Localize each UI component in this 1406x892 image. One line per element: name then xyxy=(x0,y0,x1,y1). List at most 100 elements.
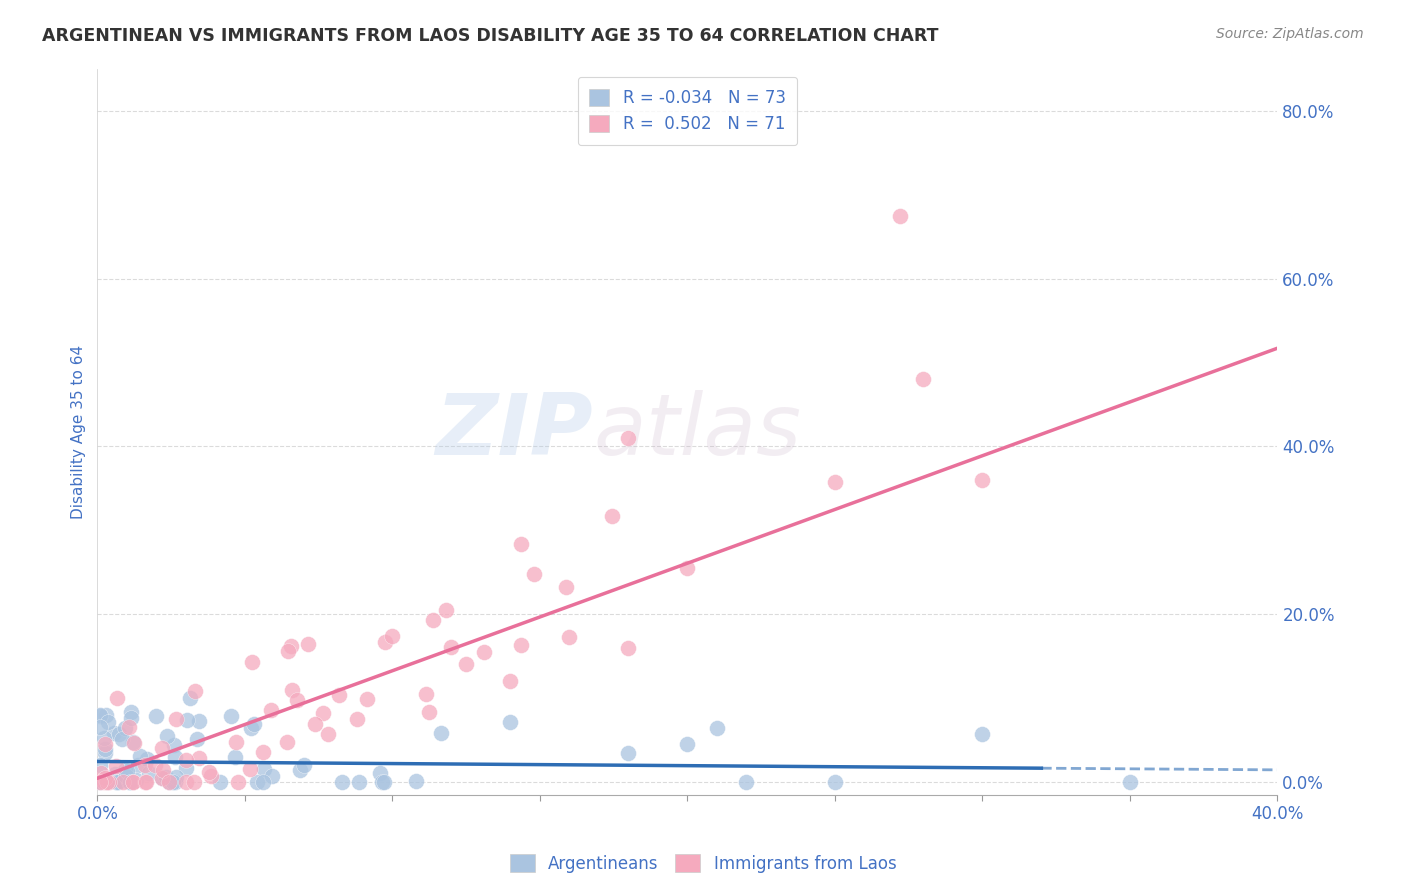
Point xyxy=(120,711,142,725)
Point xyxy=(156,730,179,744)
Point xyxy=(260,769,283,783)
Point xyxy=(824,775,846,789)
Legend: R = -0.034   N = 73, R =  0.502   N = 71: R = -0.034 N = 73, R = 0.502 N = 71 xyxy=(578,77,797,145)
Point xyxy=(368,766,391,780)
Point xyxy=(374,635,396,649)
Legend: Argentineans, Immigrants from Laos: Argentineans, Immigrants from Laos xyxy=(503,847,903,880)
Point xyxy=(499,715,522,730)
Point xyxy=(105,775,128,789)
Point xyxy=(174,761,197,775)
Point xyxy=(176,713,198,727)
Point xyxy=(120,775,142,789)
Point xyxy=(415,687,437,701)
Point xyxy=(105,691,128,706)
Point xyxy=(198,764,221,779)
Point xyxy=(558,631,581,645)
Point xyxy=(472,645,495,659)
Point xyxy=(243,717,266,731)
Point xyxy=(617,746,640,760)
Point xyxy=(115,764,138,778)
Point xyxy=(456,657,478,671)
Text: ZIP: ZIP xyxy=(436,391,593,474)
Point xyxy=(176,753,198,767)
Point xyxy=(617,640,640,655)
Point xyxy=(440,640,463,655)
Point xyxy=(97,715,120,730)
Point xyxy=(292,757,315,772)
Point xyxy=(381,628,404,642)
Point xyxy=(277,644,299,658)
Point xyxy=(555,580,578,594)
Point xyxy=(96,775,118,789)
Point xyxy=(889,209,911,223)
Point xyxy=(134,758,156,772)
Point xyxy=(183,775,205,789)
Point xyxy=(183,684,205,698)
Point xyxy=(98,775,121,789)
Point xyxy=(676,561,699,575)
Point xyxy=(111,731,134,746)
Point xyxy=(89,775,111,789)
Point xyxy=(125,772,148,787)
Point xyxy=(162,775,184,789)
Point xyxy=(138,765,160,780)
Point xyxy=(120,706,142,720)
Point xyxy=(224,750,246,764)
Point xyxy=(297,636,319,650)
Point xyxy=(226,775,249,789)
Point xyxy=(107,775,129,789)
Point xyxy=(252,745,274,759)
Point xyxy=(347,775,370,789)
Point xyxy=(150,741,173,756)
Point xyxy=(163,775,186,789)
Point xyxy=(90,766,112,780)
Point xyxy=(239,721,262,735)
Point xyxy=(108,727,131,741)
Point xyxy=(135,775,157,789)
Point xyxy=(422,613,444,627)
Point xyxy=(316,727,339,741)
Point xyxy=(312,706,335,720)
Point xyxy=(252,775,274,789)
Point xyxy=(418,705,440,719)
Point xyxy=(163,750,186,764)
Point xyxy=(174,775,197,789)
Point xyxy=(121,734,143,748)
Point xyxy=(179,690,201,705)
Point xyxy=(104,759,127,773)
Point xyxy=(115,769,138,783)
Point xyxy=(304,717,326,731)
Point xyxy=(370,775,392,789)
Point xyxy=(122,736,145,750)
Point xyxy=(143,757,166,772)
Point xyxy=(260,703,283,717)
Text: ARGENTINEAN VS IMMIGRANTS FROM LAOS DISABILITY AGE 35 TO 64 CORRELATION CHART: ARGENTINEAN VS IMMIGRANTS FROM LAOS DISA… xyxy=(42,27,939,45)
Point xyxy=(94,741,117,756)
Point xyxy=(200,769,222,783)
Point xyxy=(187,751,209,765)
Point xyxy=(676,737,699,751)
Point xyxy=(145,709,167,723)
Text: Source: ZipAtlas.com: Source: ZipAtlas.com xyxy=(1216,27,1364,41)
Point xyxy=(188,714,211,728)
Point xyxy=(96,775,118,789)
Point xyxy=(1119,775,1142,789)
Point xyxy=(735,775,758,789)
Point xyxy=(253,762,276,776)
Point xyxy=(285,693,308,707)
Point xyxy=(89,758,111,772)
Point xyxy=(972,727,994,741)
Point xyxy=(280,682,302,697)
Point xyxy=(104,775,127,789)
Point xyxy=(94,737,117,751)
Point xyxy=(328,688,350,702)
Point xyxy=(602,508,624,523)
Point xyxy=(219,709,242,723)
Point xyxy=(152,763,174,777)
Point xyxy=(240,655,263,669)
Point xyxy=(103,726,125,740)
Text: atlas: atlas xyxy=(593,391,801,474)
Point xyxy=(434,603,457,617)
Point xyxy=(208,775,231,789)
Point xyxy=(509,537,531,551)
